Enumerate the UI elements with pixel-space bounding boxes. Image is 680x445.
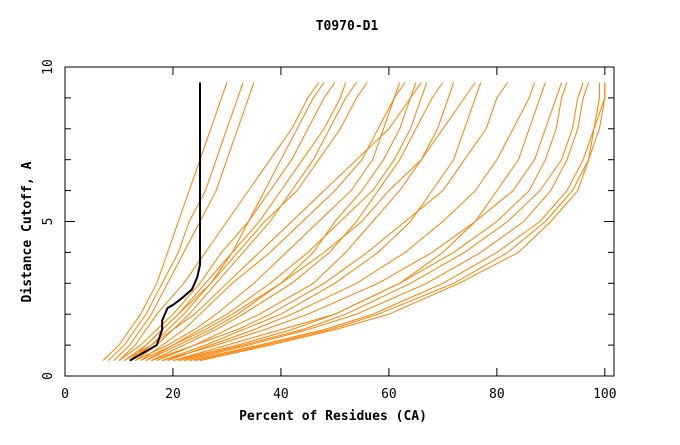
highlight-line: [129, 82, 201, 362]
y-tick-label: 10: [41, 59, 56, 75]
series-line-model-25: [145, 82, 417, 362]
x-axis-label: Percent of Residues (CA): [239, 409, 427, 424]
series-line-model-23: [178, 82, 584, 362]
plot-frame: [64, 66, 615, 377]
series-line-model-24: [124, 82, 347, 362]
series-line-model-16: [156, 82, 455, 362]
x-tick-label: 80: [489, 387, 505, 402]
series-line-model-5: [124, 82, 422, 362]
x-tick-label: 60: [381, 387, 397, 402]
series-line-model-14: [113, 82, 255, 361]
series-line-model-28: [194, 82, 606, 362]
series-line-model-18: [167, 82, 536, 362]
series-line-model-22: [134, 82, 401, 362]
series-line-model-12: [172, 82, 546, 362]
series-line-model-2: [118, 82, 320, 361]
series-line-model-15: [129, 82, 325, 362]
y-tick-label: 5: [41, 218, 56, 226]
series-lines: [102, 82, 606, 362]
series-line-model-20: [189, 82, 606, 362]
series-line-model-13: [134, 82, 357, 362]
x-tick-label: 100: [593, 387, 616, 402]
series-line-model-21: [151, 82, 444, 362]
x-tick-label: 20: [165, 387, 181, 402]
series-line-model-27: [162, 82, 482, 362]
series-line-model-7: [151, 82, 509, 362]
series-line-model-19: [118, 82, 336, 362]
series-line-model-9: [172, 82, 568, 362]
series-line-model-1: [107, 82, 244, 361]
x-tick-label: 40: [273, 387, 289, 402]
axis-ticks: 0 20 40 60 80 100 0 5 10: [41, 59, 617, 402]
y-tick-label: 0: [41, 372, 56, 380]
series-line-model-17: [140, 82, 428, 362]
series-line-model-8: [162, 82, 563, 362]
series-line-model-11: [199, 82, 600, 362]
series-line-model-26: [102, 82, 228, 361]
x-tick-label: 0: [61, 387, 69, 402]
chart-title: T0970-D1: [316, 19, 379, 34]
y-axis-label: Distance Cutoff, A: [20, 161, 35, 302]
series-line-model-4: [140, 82, 406, 362]
series-line-model-10: [183, 82, 590, 362]
